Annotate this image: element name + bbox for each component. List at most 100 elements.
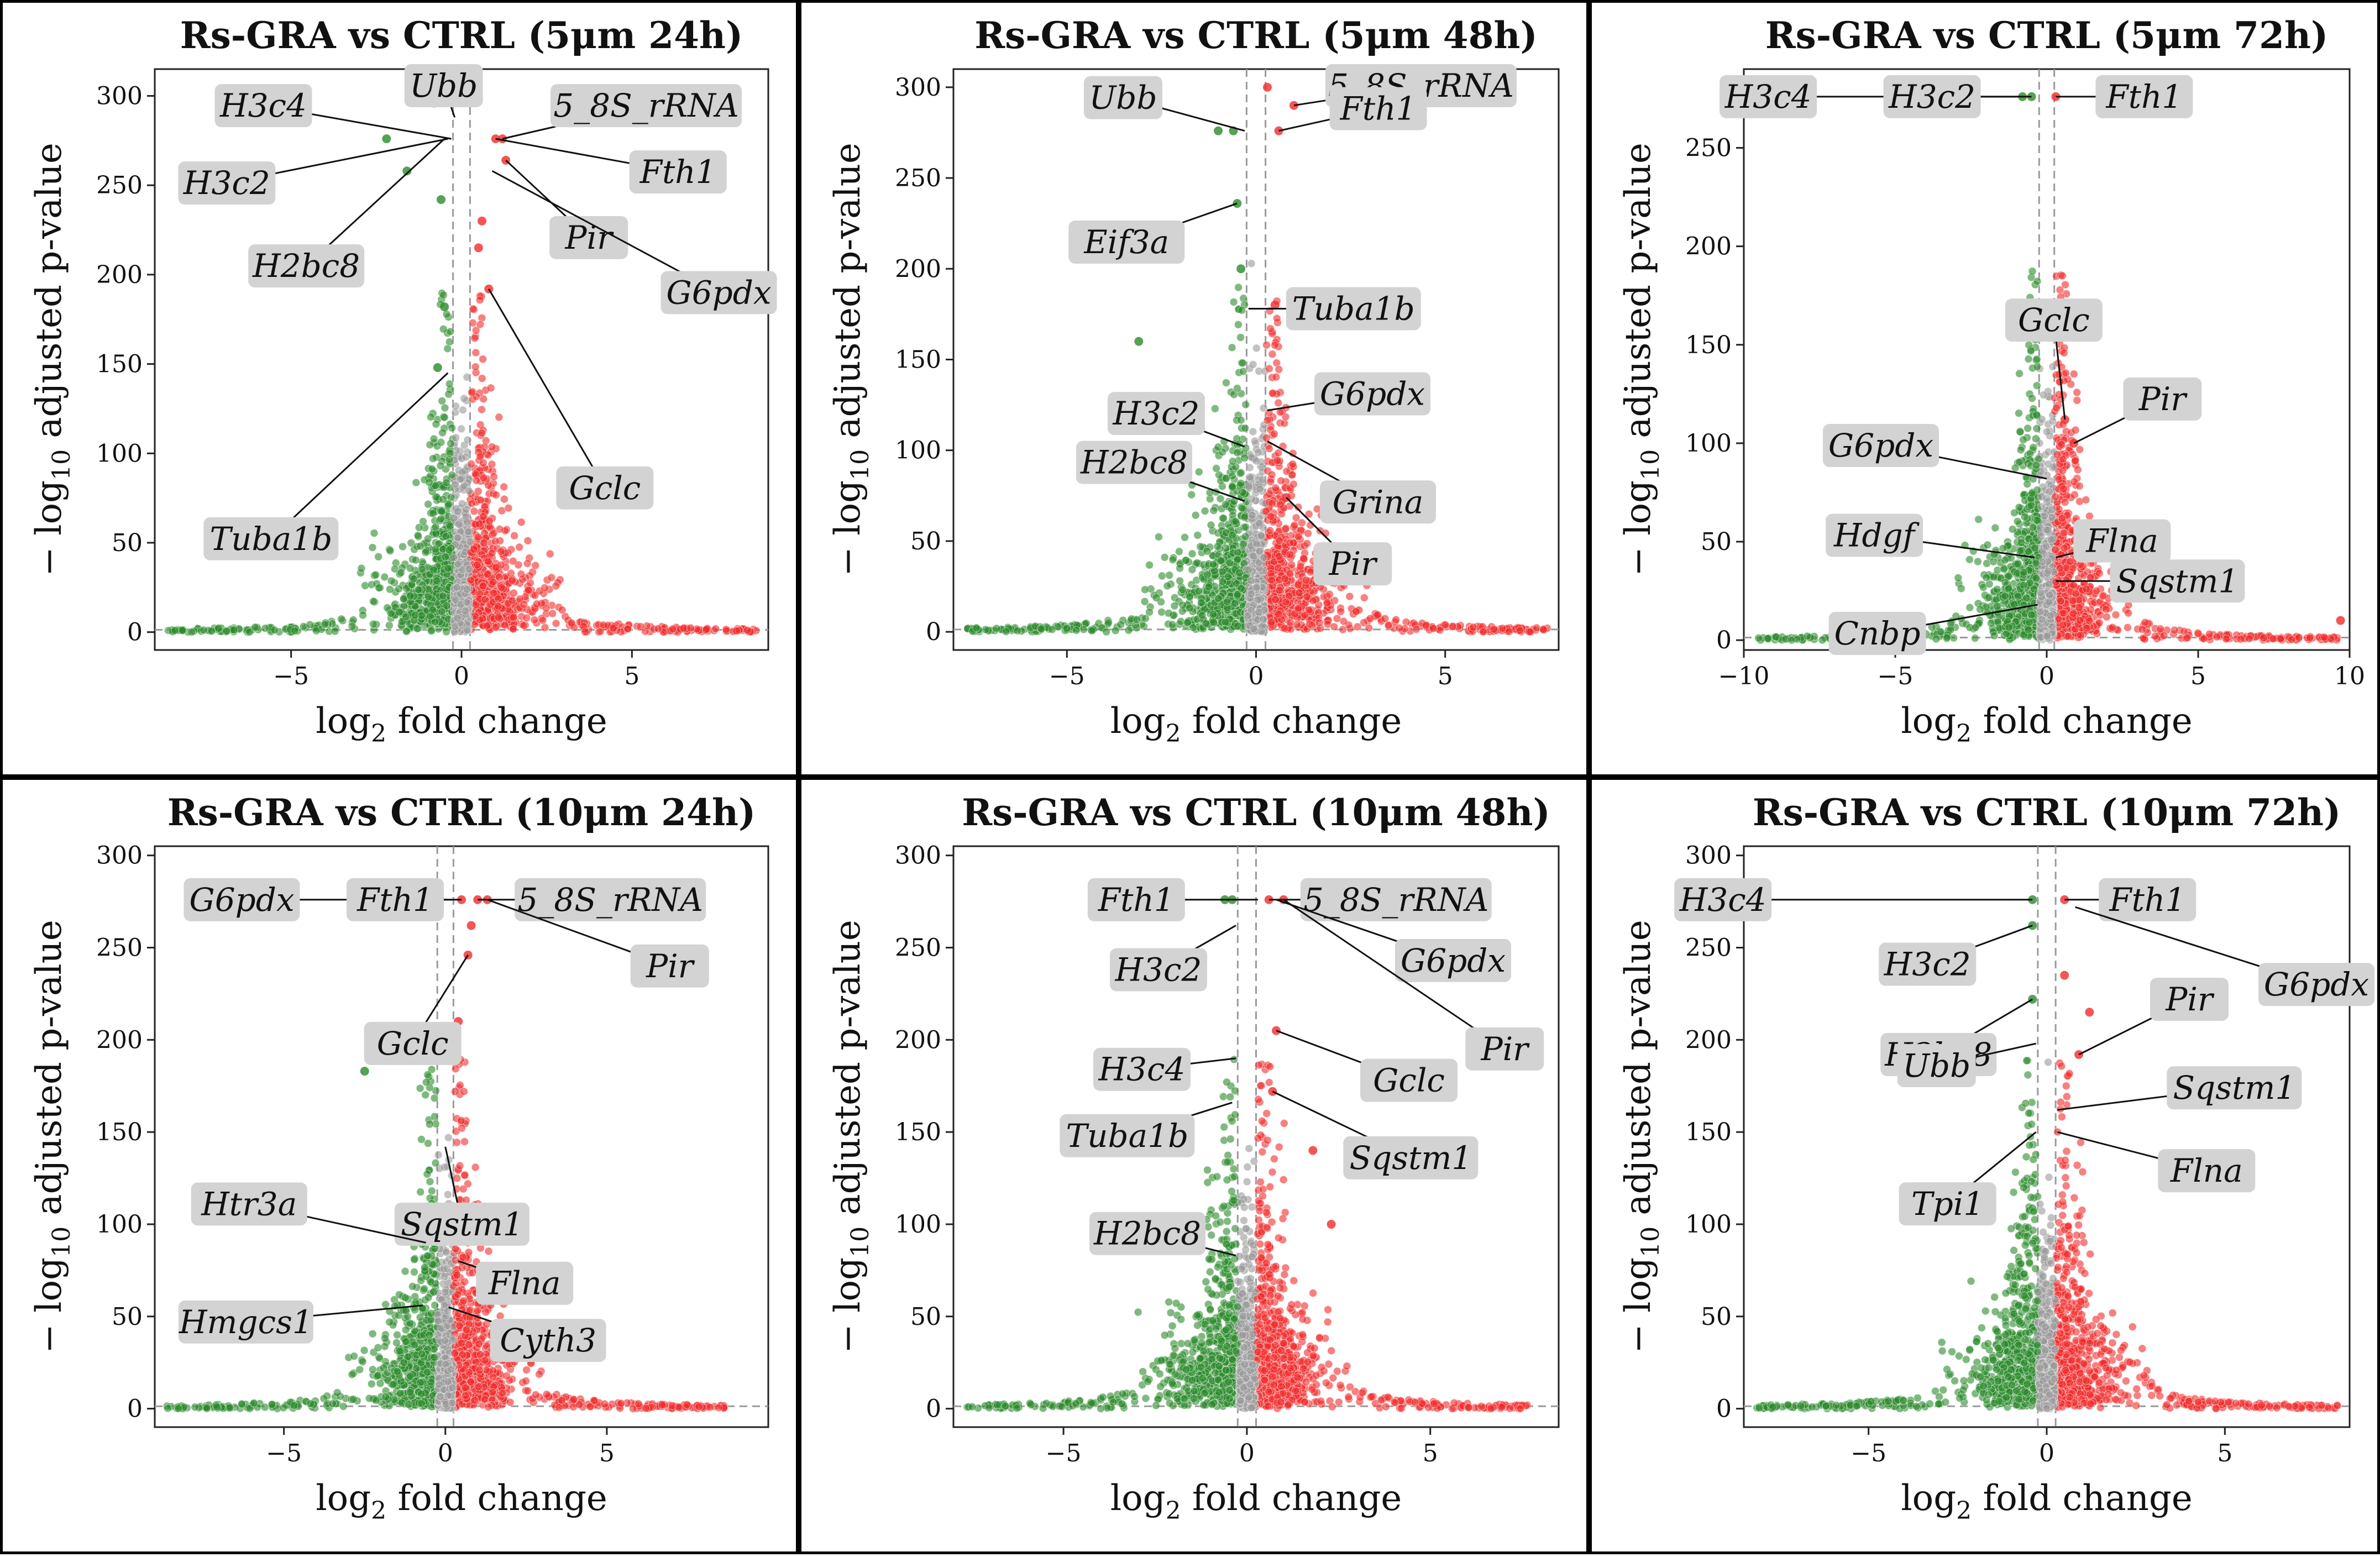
y-tick-label: 100 bbox=[1685, 429, 1732, 458]
x-tick-label: 10 bbox=[2334, 662, 2365, 690]
data-point bbox=[395, 585, 403, 593]
data-point bbox=[1303, 539, 1311, 547]
y-axis-label: − log10 adjusted p-value bbox=[29, 143, 76, 576]
data-point bbox=[1396, 624, 1403, 632]
data-point bbox=[476, 453, 484, 460]
x-tick-label: −10 bbox=[1718, 662, 1770, 690]
data-point bbox=[1163, 582, 1171, 590]
data-point bbox=[1360, 594, 1368, 601]
data-point bbox=[1298, 519, 1306, 527]
data-point bbox=[581, 628, 589, 636]
data-point bbox=[1205, 583, 1213, 591]
data-point bbox=[1252, 540, 1260, 548]
data-point bbox=[445, 390, 453, 398]
data-point bbox=[406, 593, 414, 600]
data-point bbox=[523, 560, 531, 568]
data-point bbox=[438, 608, 445, 616]
data-point bbox=[1294, 581, 1302, 589]
data-point bbox=[473, 561, 481, 569]
data-point bbox=[1294, 533, 1302, 541]
data-point bbox=[1165, 609, 1172, 617]
data-point bbox=[2032, 435, 2040, 443]
y-tick-label: 250 bbox=[96, 171, 143, 200]
data-point bbox=[406, 564, 414, 572]
data-point bbox=[509, 625, 517, 633]
gene-label: Fth1 bbox=[639, 153, 716, 191]
data-point bbox=[1273, 314, 1281, 322]
data-point bbox=[442, 533, 450, 541]
data-point-notable bbox=[478, 217, 486, 226]
data-point bbox=[1277, 501, 1285, 508]
data-point bbox=[1246, 464, 1254, 471]
data-point bbox=[479, 512, 487, 520]
data-point bbox=[733, 627, 741, 635]
data-point bbox=[1222, 501, 1229, 508]
data-point bbox=[1266, 324, 1274, 332]
data-point bbox=[430, 435, 438, 443]
data-point bbox=[1244, 612, 1251, 620]
data-point bbox=[1470, 623, 1477, 631]
data-point bbox=[505, 504, 512, 512]
data-point bbox=[1282, 598, 1289, 606]
points-layer bbox=[964, 83, 1551, 636]
data-point bbox=[459, 406, 466, 414]
data-point bbox=[478, 429, 486, 437]
data-point bbox=[1228, 344, 1236, 352]
data-point bbox=[2014, 517, 2021, 525]
data-point bbox=[463, 626, 471, 634]
data-point bbox=[441, 413, 448, 421]
data-point bbox=[414, 532, 422, 539]
data-point bbox=[1354, 623, 1361, 631]
data-point bbox=[1182, 557, 1190, 564]
data-point bbox=[465, 565, 473, 573]
data-point bbox=[1146, 561, 1154, 569]
data-point bbox=[458, 500, 466, 507]
gene-label: H3c2 bbox=[1113, 395, 1200, 432]
data-point bbox=[1133, 616, 1141, 623]
gene-label: Ubb bbox=[410, 67, 478, 104]
data-point bbox=[331, 627, 339, 635]
data-point bbox=[1265, 365, 1273, 373]
data-point bbox=[487, 384, 495, 392]
data-point bbox=[1112, 627, 1119, 635]
data-point bbox=[2125, 609, 2132, 617]
data-point bbox=[1210, 567, 1218, 575]
data-point bbox=[1158, 608, 1166, 616]
data-point bbox=[510, 589, 517, 597]
x-tick-label: −5 bbox=[1049, 662, 1085, 690]
data-point bbox=[1330, 623, 1338, 631]
data-point bbox=[1141, 597, 1149, 605]
data-point bbox=[403, 627, 411, 635]
data-point bbox=[483, 622, 491, 630]
data-point bbox=[1266, 527, 1274, 534]
x-tick-label: 0 bbox=[1249, 662, 1264, 690]
data-point bbox=[472, 349, 480, 357]
data-point bbox=[438, 397, 446, 405]
data-point bbox=[501, 621, 509, 629]
data-point bbox=[469, 319, 476, 327]
data-point bbox=[500, 483, 508, 491]
data-point bbox=[993, 625, 1000, 632]
data-point bbox=[1254, 449, 1262, 457]
volcano-plot: Rs-GRA vs CTRL (5μm 48h)0501001502002503… bbox=[801, 3, 1592, 780]
gene-label: Pir bbox=[1329, 545, 1378, 583]
data-point bbox=[549, 610, 557, 617]
data-point bbox=[1366, 615, 1374, 622]
data-point bbox=[443, 628, 450, 636]
data-point bbox=[687, 624, 695, 632]
data-point bbox=[1233, 385, 1241, 392]
data-point bbox=[448, 424, 456, 432]
data-point bbox=[1158, 572, 1166, 580]
data-point bbox=[2124, 623, 2131, 631]
data-point-notable bbox=[1263, 83, 1272, 92]
data-point bbox=[445, 380, 453, 388]
data-point bbox=[1272, 596, 1280, 604]
data-point bbox=[492, 623, 500, 631]
data-point bbox=[1177, 617, 1184, 625]
data-point bbox=[463, 373, 471, 381]
data-point bbox=[1239, 540, 1247, 548]
data-point bbox=[439, 291, 447, 299]
data-point bbox=[485, 558, 492, 565]
